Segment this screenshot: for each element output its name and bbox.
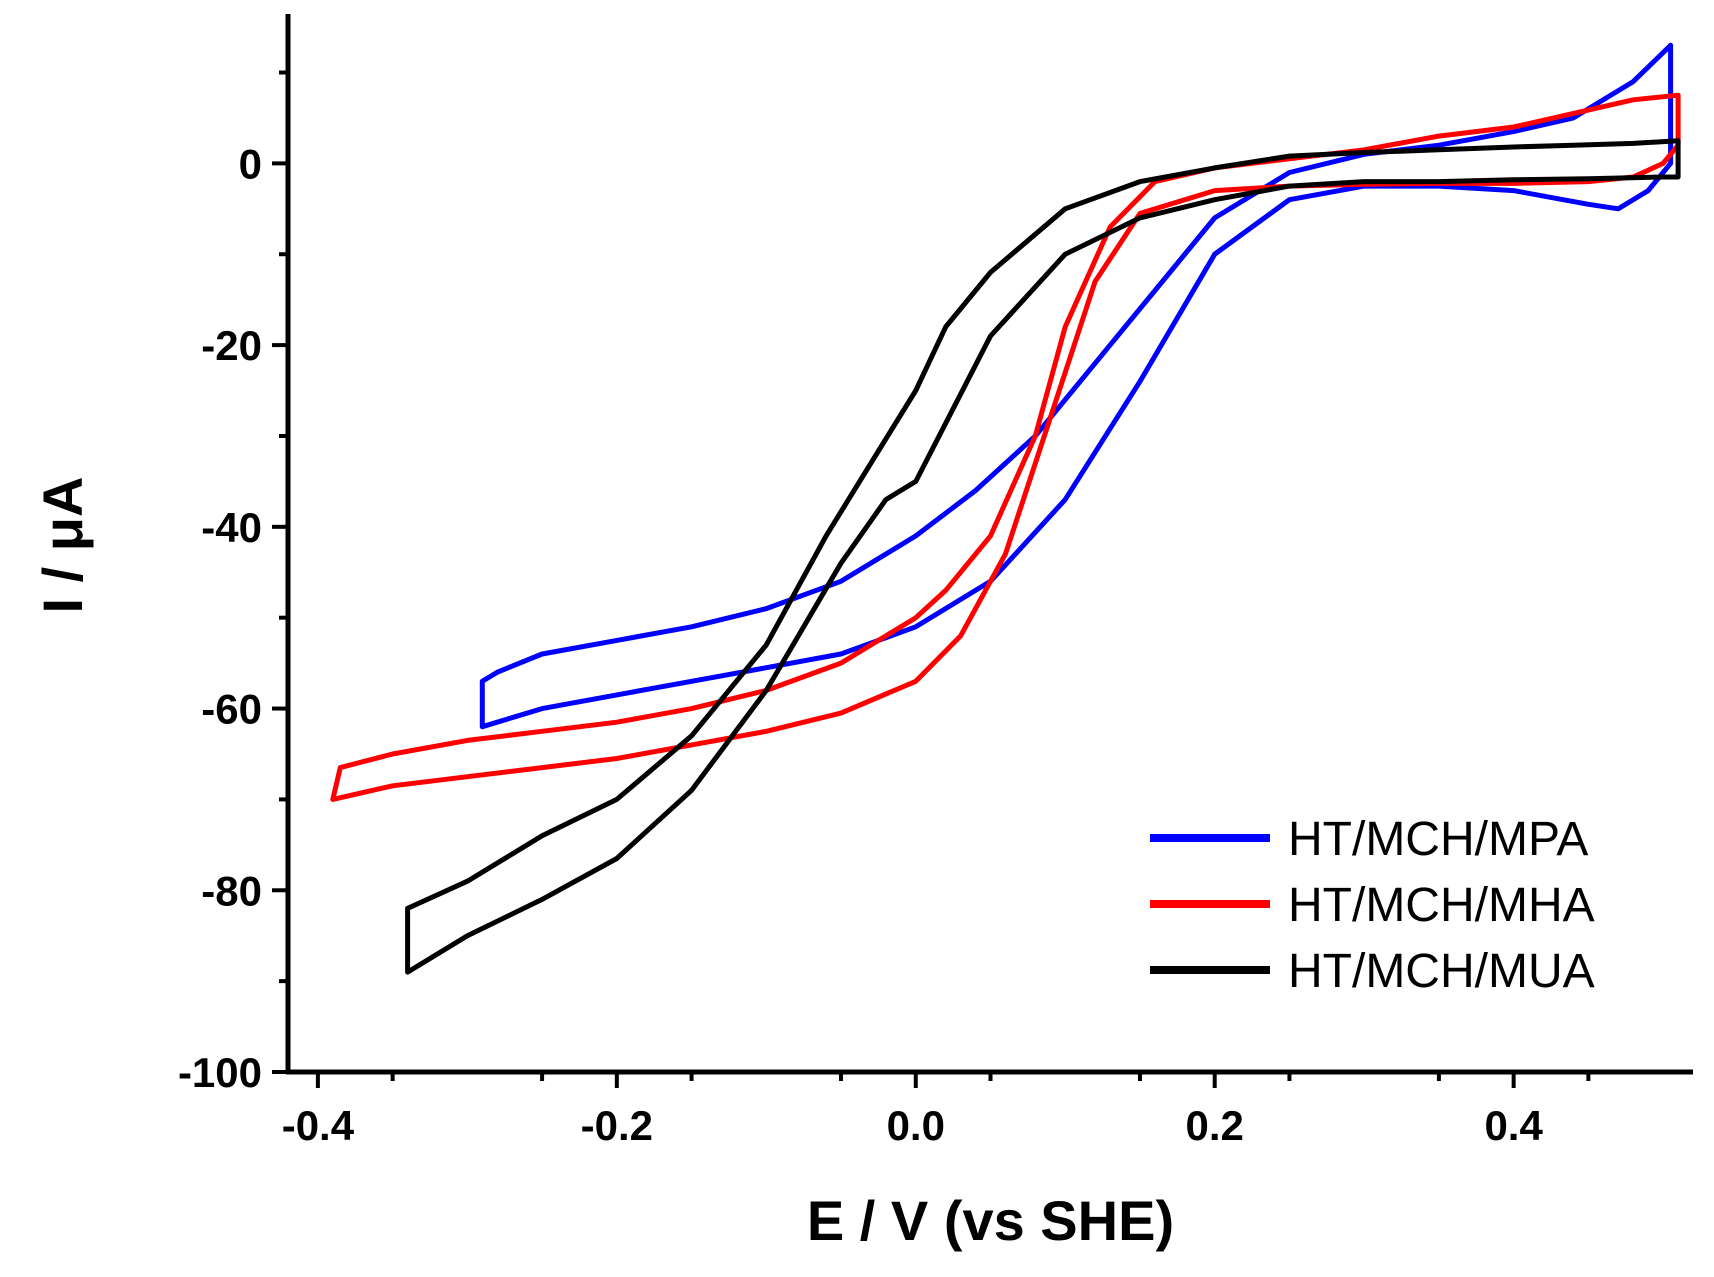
legend: HT/MCH/MPA HT/MCH/MHA HT/MCH/MUA (1150, 813, 1595, 998)
x-axis-title: E / V (vs SHE) (807, 1189, 1174, 1252)
x-tick-label: 0.2 (1186, 1102, 1244, 1149)
series-line-3 (405, 138, 1681, 975)
y-tick-label: -100 (178, 1049, 262, 1096)
legend-label-1: HT/MCH/MPA (1288, 813, 1588, 866)
x-tick-label: 0.4 (1484, 1102, 1543, 1149)
y-axis-title: I / μA (31, 477, 94, 614)
series-layer (330, 42, 1681, 975)
axes-layer: -0.4 -0.2 0.0 0.2 0.4 0 -20 -40 -60 -80 -100 (178, 14, 1693, 1149)
x-tick-label: -0.2 (581, 1102, 653, 1149)
legend-label-3: HT/MCH/MUA (1288, 945, 1595, 998)
y-tick-label: 0 (239, 140, 262, 187)
y-tick-label: -80 (201, 867, 262, 914)
x-tick-label: 0.0 (887, 1102, 945, 1149)
y-tick-label: -40 (201, 504, 262, 551)
series-line-2 (330, 92, 1681, 802)
y-tick-label: -60 (201, 686, 262, 733)
series-line-1 (479, 42, 1674, 730)
y-tick-label: -20 (201, 322, 262, 369)
legend-label-2: HT/MCH/MHA (1288, 879, 1595, 932)
x-tick-label: -0.4 (282, 1102, 355, 1149)
